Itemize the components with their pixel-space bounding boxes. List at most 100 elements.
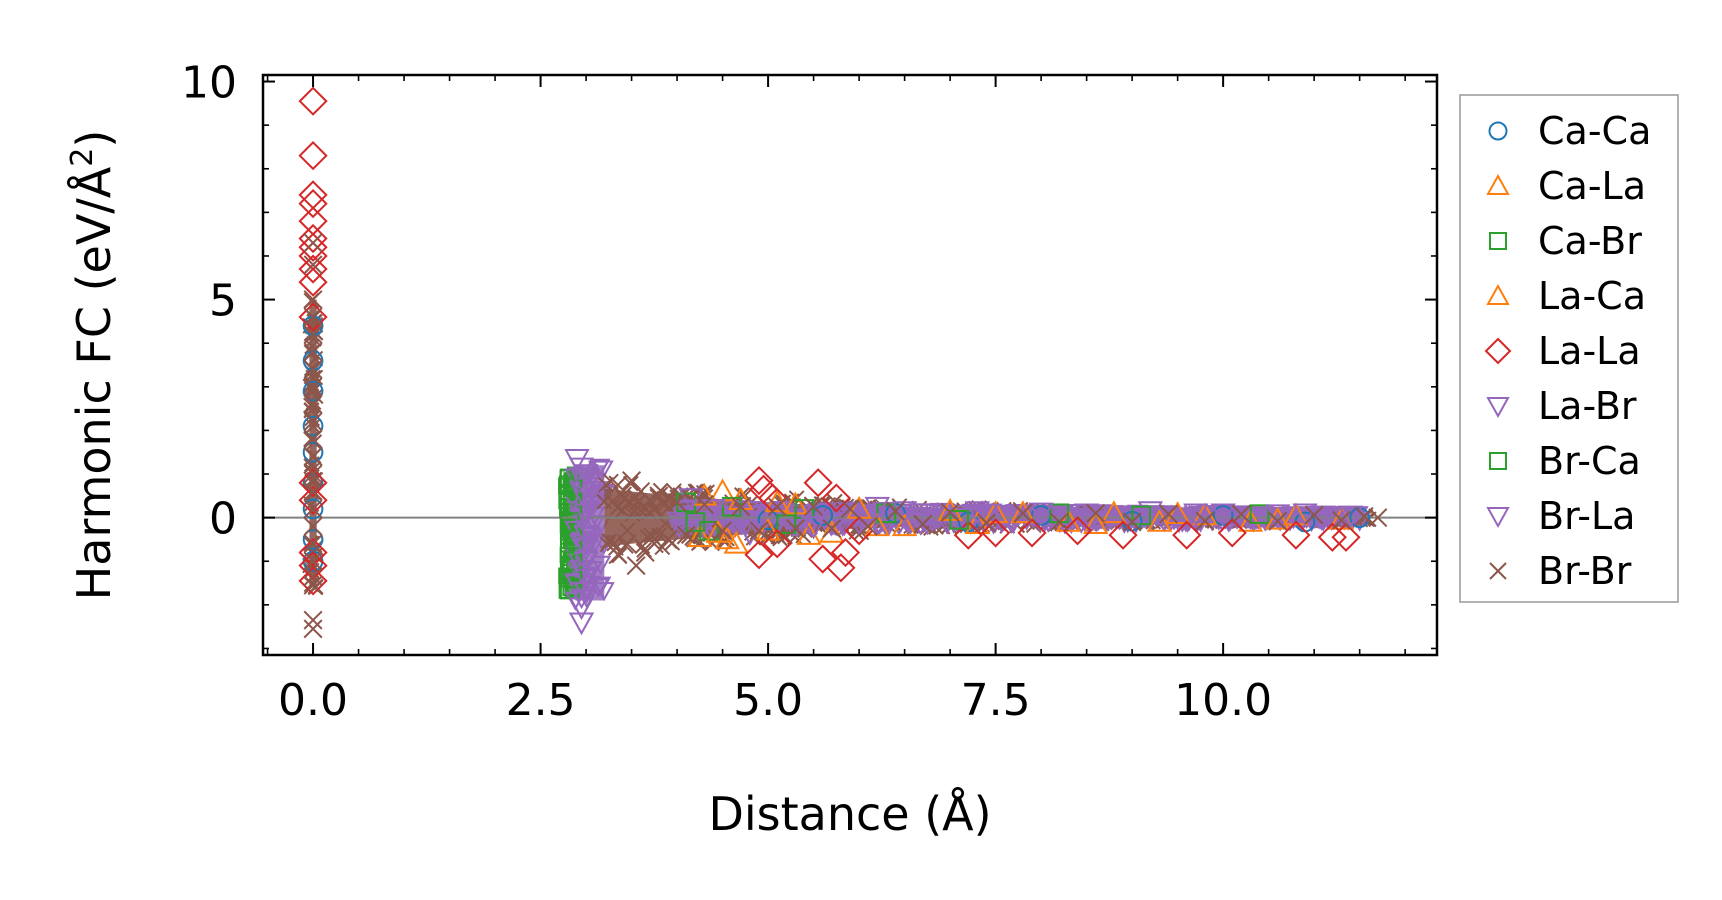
data-point bbox=[744, 540, 774, 570]
x-stroke bbox=[822, 519, 842, 539]
data-point bbox=[891, 513, 918, 537]
x-stroke bbox=[303, 447, 323, 467]
data-point bbox=[1265, 506, 1291, 530]
x-stroke bbox=[654, 539, 671, 556]
data-point bbox=[303, 619, 323, 639]
x-stroke bbox=[636, 542, 652, 558]
data-point bbox=[303, 377, 323, 397]
data-point bbox=[573, 538, 599, 562]
data-point bbox=[644, 534, 664, 554]
band-mark bbox=[654, 539, 671, 556]
data-point bbox=[940, 502, 960, 522]
data-point bbox=[573, 477, 599, 501]
x-tick-label: 10.0 bbox=[1174, 675, 1272, 726]
data-point bbox=[298, 206, 328, 236]
data-point bbox=[1283, 502, 1309, 526]
data-point bbox=[864, 496, 891, 520]
band-mark bbox=[622, 475, 639, 492]
x-tick-label: 2.5 bbox=[506, 675, 576, 726]
data-point bbox=[573, 464, 599, 488]
band-mark bbox=[636, 542, 652, 558]
legend-marker bbox=[1486, 507, 1510, 529]
x-stroke bbox=[1122, 512, 1142, 532]
x-stroke bbox=[913, 514, 933, 534]
data-point bbox=[964, 501, 991, 525]
x-stroke bbox=[303, 255, 323, 275]
data-point bbox=[667, 492, 687, 512]
x-stroke bbox=[1231, 504, 1251, 524]
data-point bbox=[1217, 518, 1247, 548]
data-point bbox=[913, 514, 933, 534]
data-point bbox=[303, 307, 323, 327]
x-stroke bbox=[303, 324, 323, 344]
data-point bbox=[303, 516, 323, 536]
data-point bbox=[826, 553, 856, 583]
data-point bbox=[776, 514, 797, 534]
data-point bbox=[617, 534, 637, 554]
data-point bbox=[762, 529, 792, 559]
legend-item-br-ca: Br-Ca bbox=[1489, 439, 1641, 483]
x-stroke bbox=[626, 556, 646, 576]
data-point bbox=[949, 510, 970, 530]
band-mark bbox=[589, 555, 612, 575]
legend-label: La-Br bbox=[1538, 384, 1637, 428]
data-point bbox=[830, 537, 861, 568]
data-point bbox=[303, 255, 323, 275]
data-point bbox=[1317, 522, 1347, 552]
data-point bbox=[973, 503, 1000, 527]
legend-label: Ca-La bbox=[1538, 164, 1646, 208]
x-stroke bbox=[303, 359, 323, 379]
data-point bbox=[864, 513, 891, 537]
data-point bbox=[1159, 504, 1179, 524]
legend-label: Br-La bbox=[1538, 494, 1635, 538]
x-stroke bbox=[731, 497, 751, 517]
data-point bbox=[1331, 510, 1351, 530]
data-point bbox=[573, 503, 599, 527]
x-stroke bbox=[1304, 505, 1324, 525]
y-axis-label-main: Harmonic FC (eV/Å bbox=[67, 166, 121, 600]
data-point bbox=[298, 189, 328, 219]
x-stroke bbox=[303, 342, 323, 362]
x-stroke bbox=[303, 619, 323, 639]
x-stroke bbox=[649, 486, 669, 506]
x-stroke bbox=[303, 551, 323, 571]
x-stroke bbox=[303, 464, 323, 484]
data-point bbox=[953, 520, 983, 550]
x-axis-label: Distance (Å) bbox=[708, 787, 991, 841]
data-point bbox=[964, 511, 991, 534]
data-point bbox=[608, 475, 628, 495]
data-point bbox=[658, 529, 678, 549]
x-tick-label: 0.0 bbox=[278, 675, 348, 726]
legend-item-br-br: Br-Br bbox=[1489, 549, 1632, 593]
data-point bbox=[1249, 504, 1270, 524]
legend-item-la-ca: La-Ca bbox=[1486, 274, 1646, 318]
data-point bbox=[298, 223, 328, 254]
legend-item-la-la: La-La bbox=[1484, 329, 1641, 373]
data-point bbox=[1164, 501, 1191, 524]
x-stroke bbox=[840, 499, 860, 519]
x-stroke bbox=[622, 475, 639, 492]
data-bands bbox=[302, 292, 1377, 611]
data-point bbox=[1304, 505, 1324, 525]
data-point bbox=[303, 566, 323, 587]
data-point bbox=[303, 447, 323, 467]
data-point bbox=[804, 497, 824, 517]
data-point bbox=[298, 141, 328, 171]
x-stroke bbox=[1268, 511, 1288, 531]
legend-marker bbox=[1486, 283, 1510, 305]
data-point bbox=[713, 521, 733, 541]
x-tick-label: 7.5 bbox=[961, 675, 1031, 726]
data-point bbox=[303, 394, 323, 414]
x-stroke bbox=[303, 377, 323, 397]
band-mark bbox=[584, 533, 606, 553]
legend-marker bbox=[1489, 562, 1507, 580]
data-point bbox=[298, 485, 328, 515]
data-point bbox=[302, 498, 324, 520]
data-point bbox=[1231, 504, 1251, 524]
data-point bbox=[303, 290, 323, 310]
data-point bbox=[840, 499, 860, 519]
data-point bbox=[1122, 512, 1142, 532]
x-stroke bbox=[1013, 503, 1033, 523]
x-stroke bbox=[303, 610, 323, 630]
data-point bbox=[1049, 512, 1069, 532]
